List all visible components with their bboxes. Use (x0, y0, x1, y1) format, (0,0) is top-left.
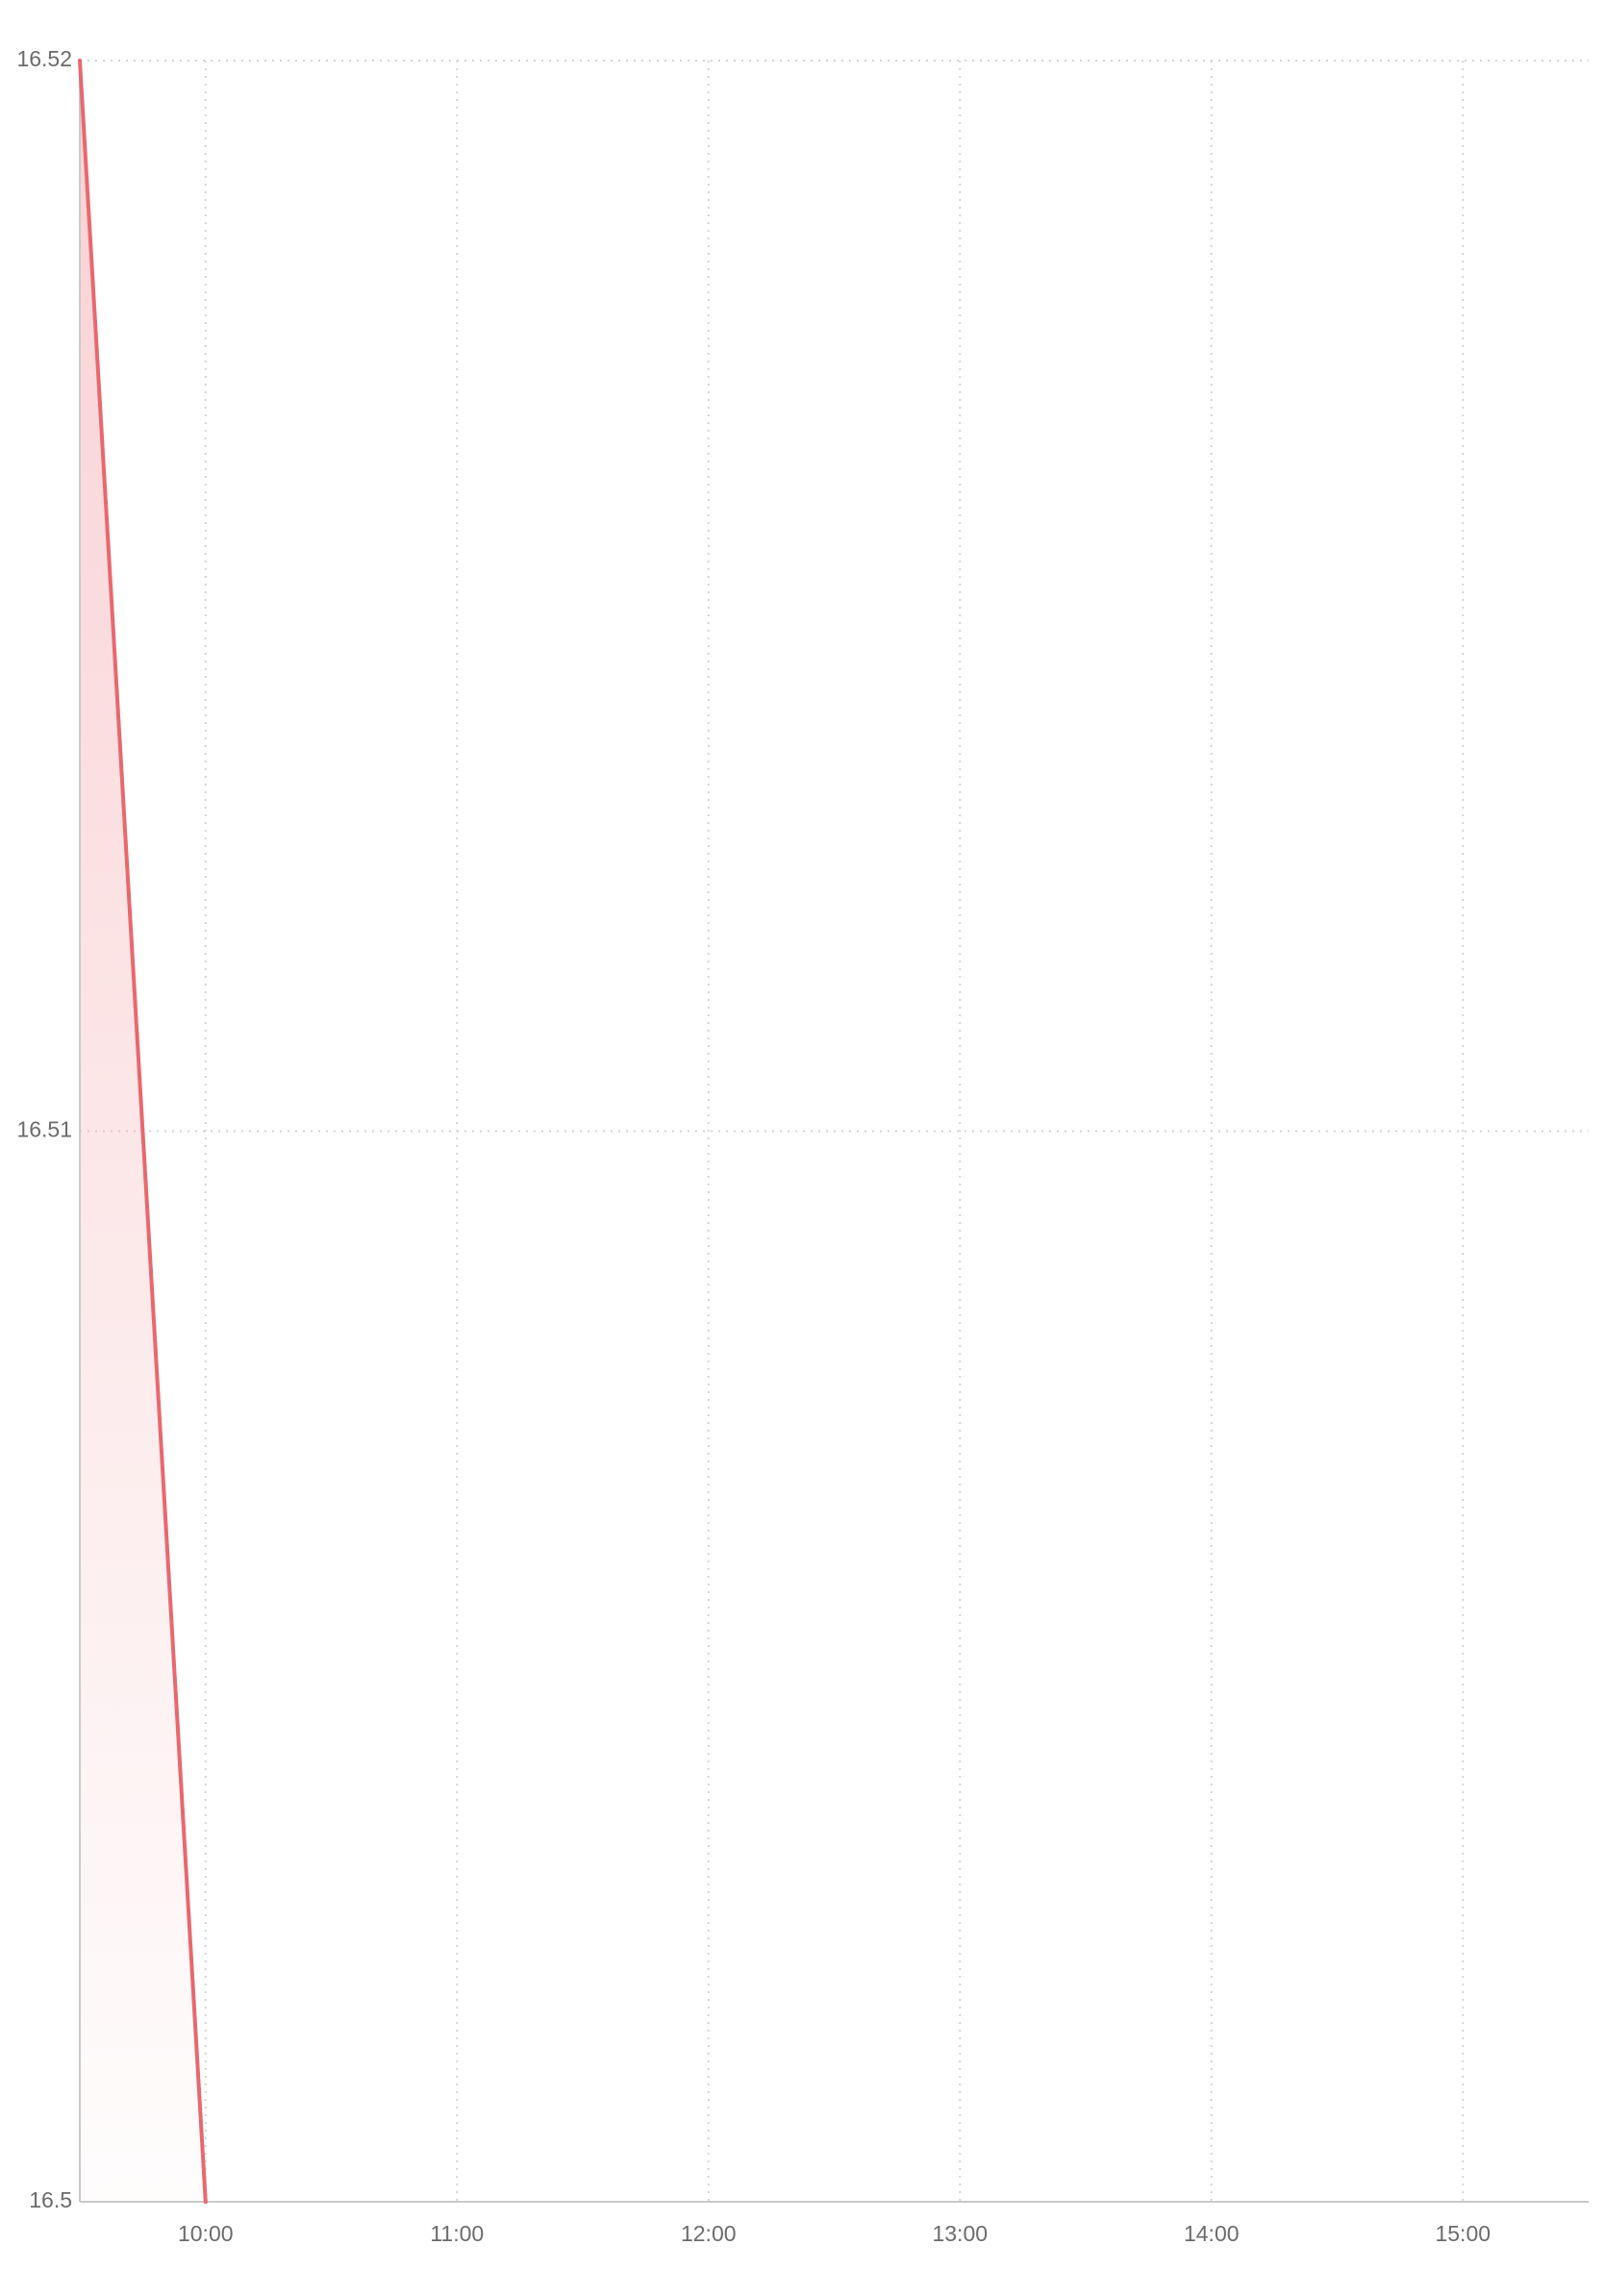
y-tick-label: 16.51 (16, 1117, 72, 1142)
x-tick-label: 13:00 (932, 2221, 988, 2246)
grid-layer (80, 60, 1589, 2202)
x-tick-label: 11:00 (430, 2221, 484, 2246)
y-tick-label: 16.5 (29, 2187, 72, 2212)
series-point (78, 59, 82, 62)
series-line (78, 59, 208, 2204)
x-tick-label: 14:00 (1184, 2221, 1240, 2246)
label-layer: 16.5 16.51 16.52 10:00 11:00 12:00 13:00 14:00 1… (16, 46, 1491, 2246)
line-layer (78, 59, 208, 2204)
axis-layer (79, 61, 1589, 2203)
series-point (203, 2200, 208, 2204)
y-tick-label: 16.52 (16, 46, 72, 71)
x-tick-label: 12:00 (681, 2221, 737, 2246)
x-tick-label: 10:00 (178, 2221, 234, 2246)
x-tick-label: 15:00 (1435, 2221, 1491, 2246)
